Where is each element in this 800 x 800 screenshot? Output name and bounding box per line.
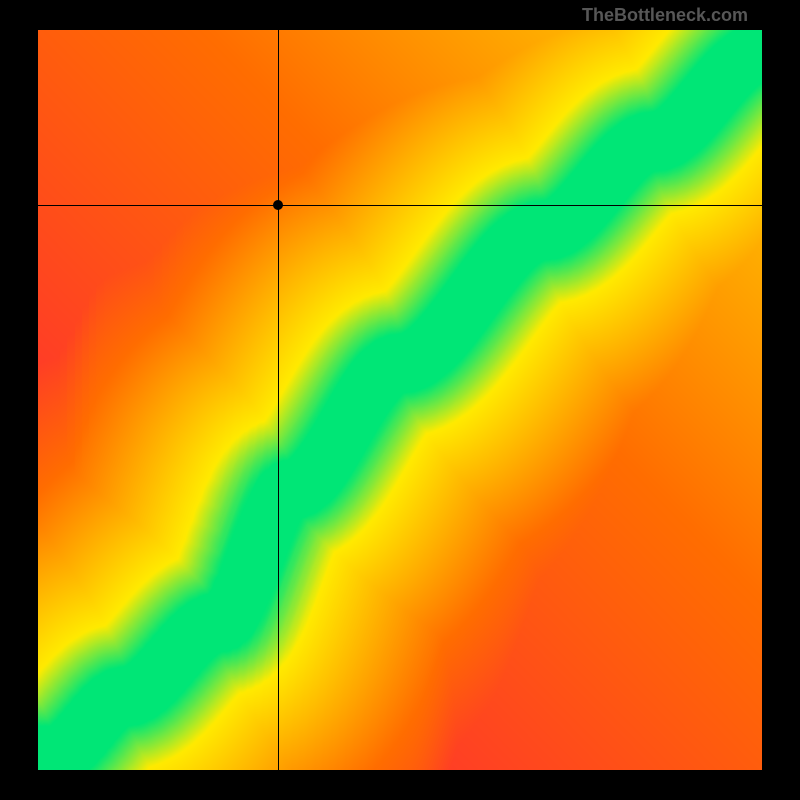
crosshair-horizontal bbox=[38, 205, 762, 206]
watermark-text: TheBottleneck.com bbox=[582, 5, 748, 26]
crosshair-vertical bbox=[278, 30, 279, 770]
heatmap-canvas bbox=[38, 30, 762, 770]
heatmap-plot bbox=[38, 30, 762, 770]
crosshair-marker bbox=[273, 200, 283, 210]
